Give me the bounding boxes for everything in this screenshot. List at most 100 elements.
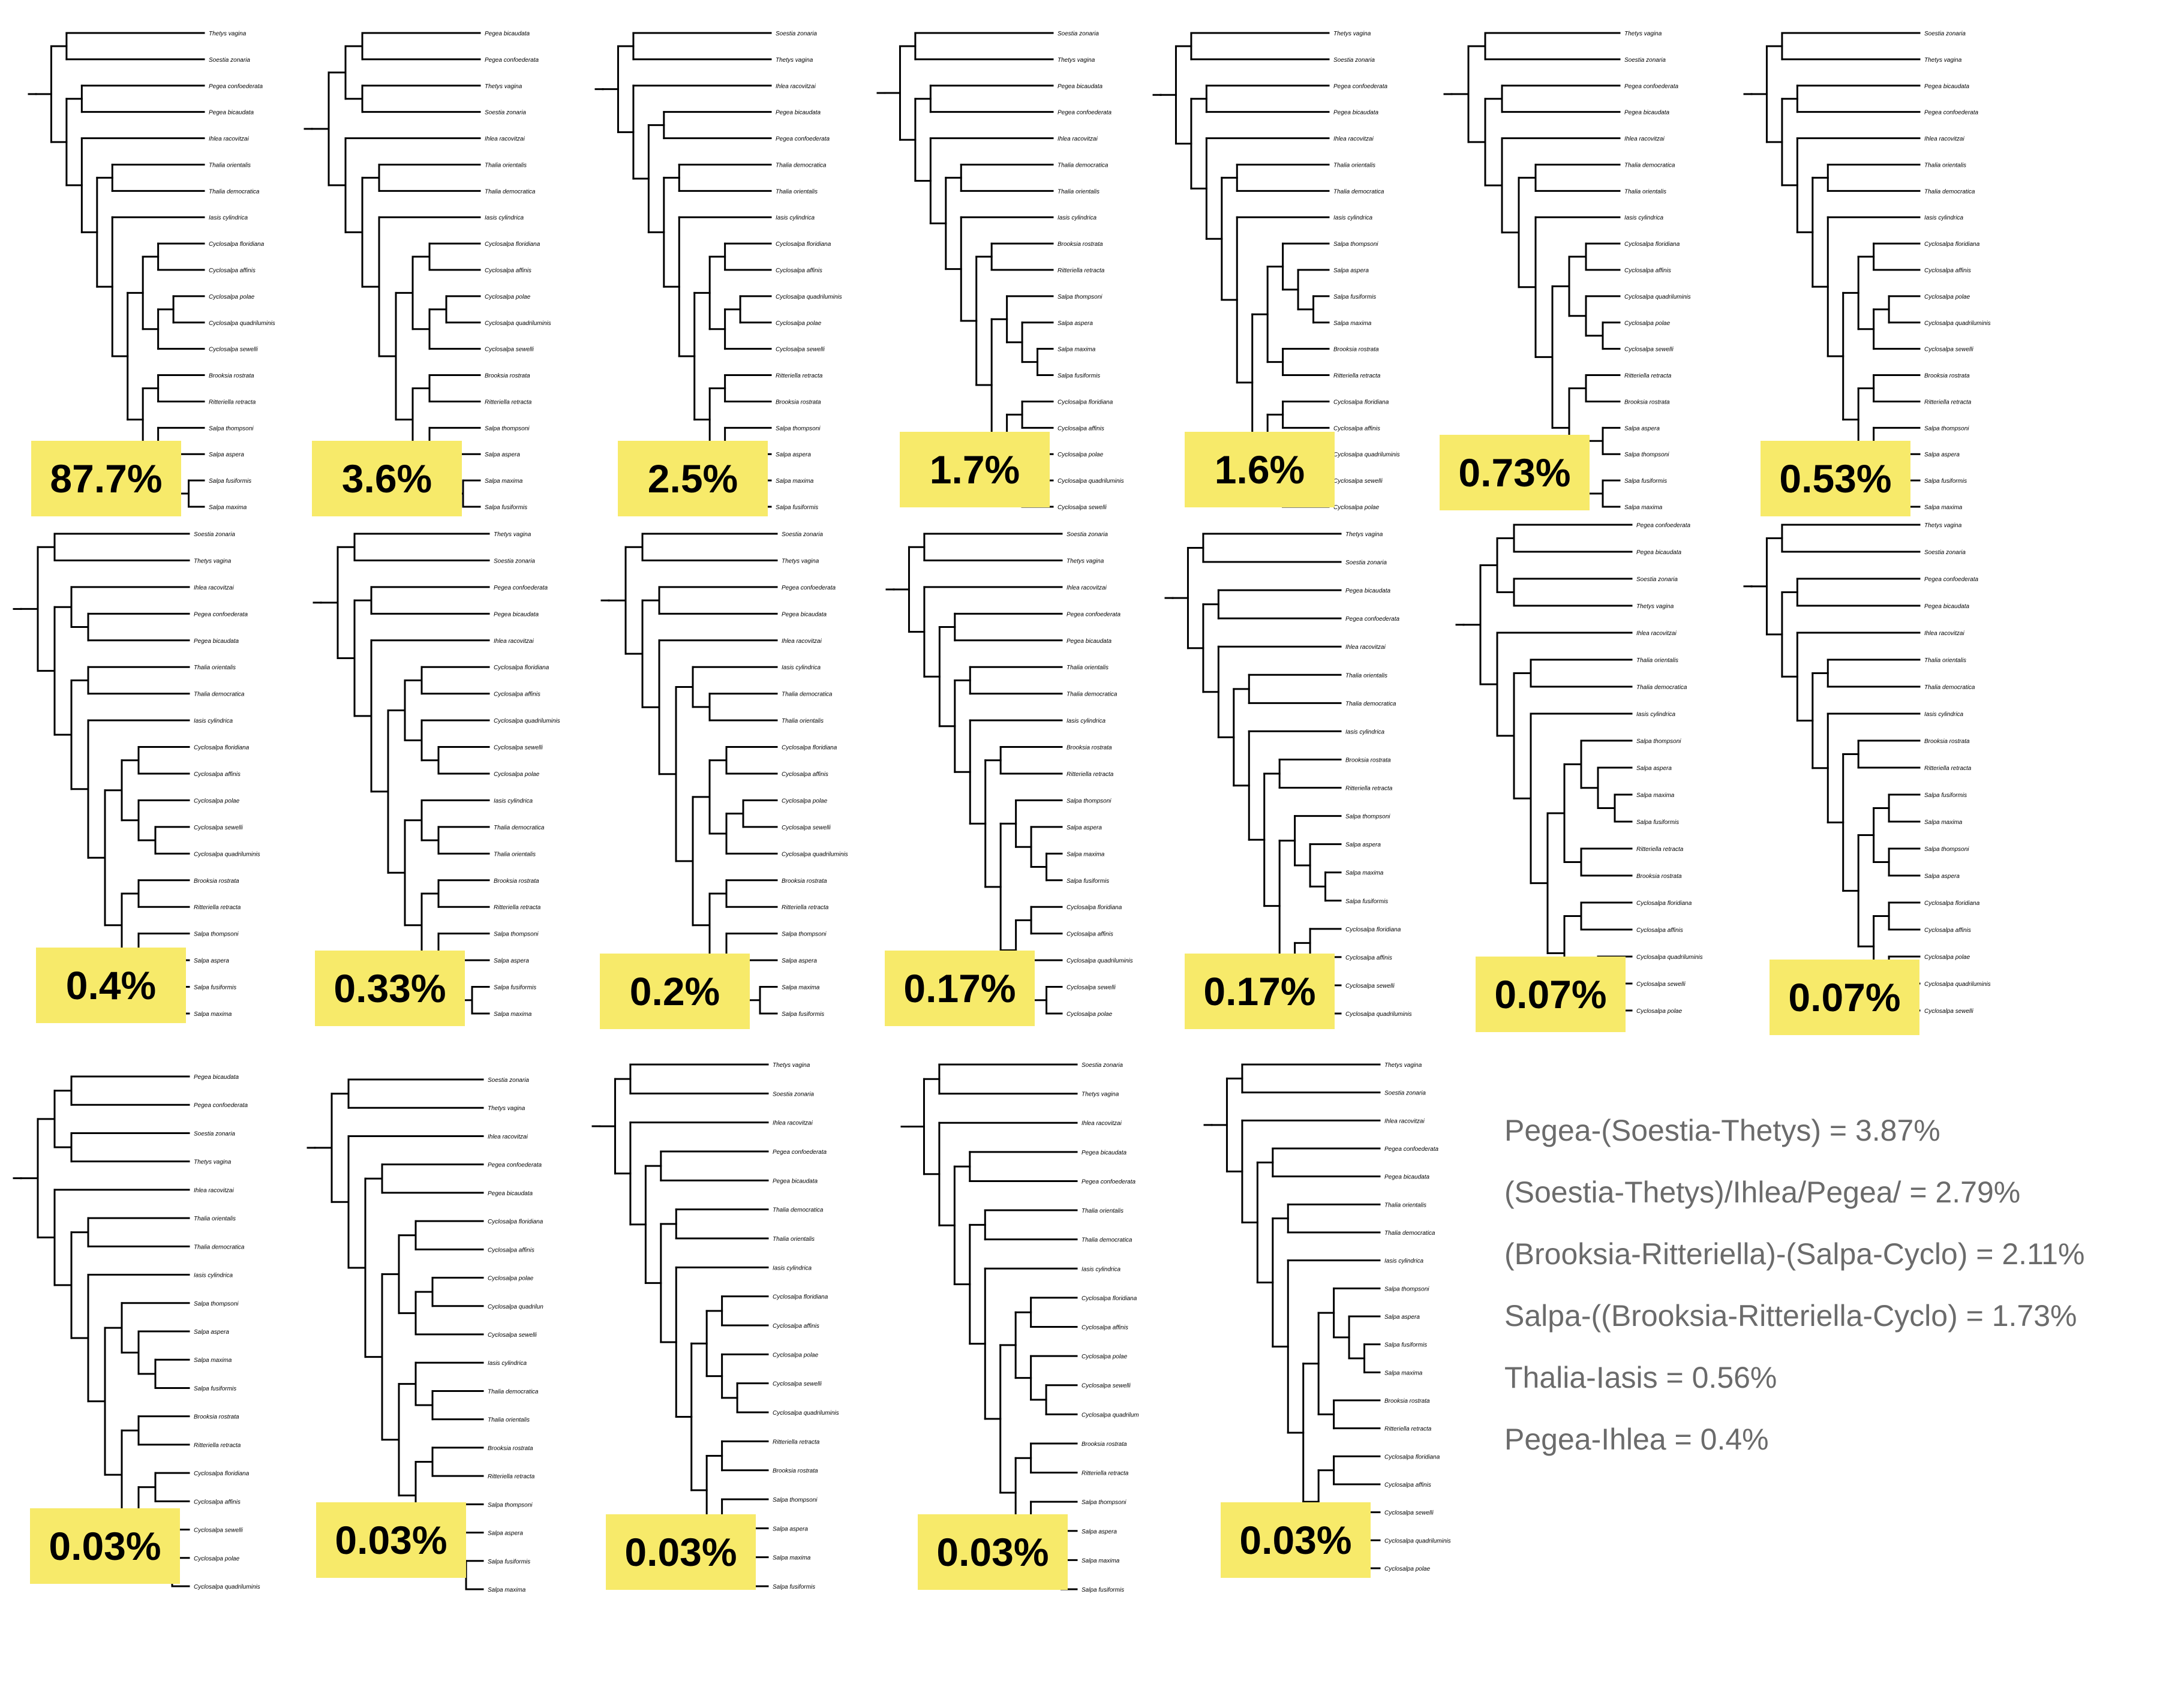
tip-label: Salpa thompsoni <box>194 1301 239 1307</box>
tip-label: Pegea bicaudata <box>485 31 530 37</box>
tip-label: Soestia zonaria <box>776 31 817 37</box>
tip-label: Cyclosalpa quadriluminis <box>1384 1538 1451 1544</box>
cladogram: Soestia zonaria Thetys vagina Pegea bicaud… <box>1743 31 1991 511</box>
tip-label: Salpa fusiformis <box>1082 1587 1124 1593</box>
tip-label: Ihlea racovitzai <box>1067 585 1107 591</box>
tip-label: Salpa maxima <box>209 504 247 511</box>
tip-label: Ihlea racovitzai <box>209 136 249 143</box>
tip-label: Cyclosalpa polae <box>1067 1011 1113 1018</box>
tip-label: Cyclosalpa sewelli <box>1058 504 1107 511</box>
tip-label: Salpa maxima <box>1067 851 1105 858</box>
tip-label: Salpa thompsoni <box>488 1502 533 1508</box>
tip-label: Salpa maxima <box>1058 347 1096 353</box>
tip-label: Cyclosalpa sewelli <box>1384 1510 1434 1517</box>
tip-label: Pegea confoederata <box>494 585 548 591</box>
cladogram: Pegea bicaudata Pegea confoederata Thetys … <box>304 31 551 511</box>
tip-label: Thetys vagina <box>1082 1091 1119 1098</box>
tip-label: Thalia democratica <box>194 691 245 698</box>
tip-label: Salpa fusiformis <box>1636 819 1679 826</box>
tip-label: Cyclosalpa quadriluminis <box>1636 954 1703 961</box>
tip-label: Brooksia rostrata <box>782 878 827 885</box>
tip-label: Cyclosalpa polae <box>209 294 255 300</box>
tip-label: Cyclosalpa quadriluminis <box>494 718 560 724</box>
tip-label: Brooksia rostrata <box>1333 347 1379 353</box>
tree-panel: Thetys vagina Soestia zonaria Pegea confoe… <box>28 31 275 511</box>
summary-line: (Brooksia-Ritteriella)-(Salpa-Cyclo) = 2… <box>1504 1237 2085 1271</box>
tip-label: Pegea confoederata <box>782 585 836 591</box>
tip-label: Salpa aspera <box>1082 1529 1117 1535</box>
tip-label: Thetys vagina <box>1384 1062 1422 1069</box>
tip-label: Brooksia rostrata <box>776 399 821 405</box>
tip-label: Cyclosalpa quadriluminis <box>194 851 260 858</box>
cladogram: Thetys vagina Soestia zonaria Pegea confoe… <box>1743 522 1991 1015</box>
tip-label: Cyclosalpa floridiana <box>494 664 549 671</box>
tip-label: Iasis cylindrica <box>485 215 524 221</box>
tip-label: Cyclosalpa affinis <box>494 691 540 698</box>
tip-label: Salpa fusiformis <box>1067 878 1109 885</box>
clade-support-summary: Pegea-(Soestia-Thetys) = 3.87% (Soestia-… <box>1504 1112 2176 1483</box>
tip-label: Brooksia rostrata <box>194 878 239 885</box>
tip-label: Thalia orientalis <box>1624 188 1666 195</box>
tip-label: Thalia orientalis <box>776 188 818 195</box>
tip-label: Ihlea racovitzai <box>494 638 534 645</box>
tip-label: Cyclosalpa affinis <box>1384 1482 1431 1488</box>
tip-label: Pegea confoederata <box>1924 576 1979 583</box>
tip-label: Thetys vagina <box>1924 57 1962 64</box>
tip-label: Brooksia rostrata <box>485 373 530 380</box>
tip-label: Thalia orientalis <box>494 851 536 858</box>
tip-label: Pegea bicaudata <box>1636 549 1682 556</box>
tip-label: Ritteriella retracta <box>1082 1471 1129 1477</box>
tip-label: Ihlea racovitzai <box>773 1120 813 1127</box>
tip-label: Pegea bicaudata <box>1384 1174 1430 1181</box>
tip-label: Salpa thompsoni <box>1345 814 1390 820</box>
tip-label: Cyclosalpa polae <box>485 294 531 300</box>
tip-label: Salpa thompsoni <box>1333 241 1378 248</box>
tree-frequency-badge: 0.03% <box>1221 1502 1371 1578</box>
tip-label: Brooksia rostrata <box>1624 399 1670 405</box>
tip-label: Thalia democratica <box>194 1244 245 1250</box>
tip-label: Pegea confoederata <box>1384 1146 1439 1153</box>
tip-label: Salpa aspera <box>488 1530 523 1537</box>
tip-label: Cyclosalpa polae <box>776 320 822 327</box>
tip-label: Pegea bicaudata <box>1082 1150 1127 1156</box>
tip-label: Brooksia rostrata <box>1636 873 1682 880</box>
tree-frequency-badge: 0.07% <box>1476 957 1626 1032</box>
summary-line: Pegea-Ihlea = 0.4% <box>1504 1423 1769 1456</box>
tree-frequency-badge: 0.03% <box>606 1514 756 1590</box>
tip-label: Cyclosalpa affinis <box>782 771 828 778</box>
tip-label: Salpa aspera <box>1924 873 1960 880</box>
tip-label: Thalia democratica <box>1624 162 1675 169</box>
tree-frequency-badge: 0.33% <box>315 951 465 1026</box>
tip-label: Salpa aspera <box>773 1526 808 1532</box>
tip-label: Salpa thompsoni <box>1067 798 1111 804</box>
tip-label: Cyclosalpa quadriluminis <box>1924 320 1991 327</box>
tip-label: Soestia zonaria <box>488 1077 529 1084</box>
tip-label: Thalia democratica <box>494 825 545 831</box>
tip-label: Salpa fusiformis <box>782 1011 824 1018</box>
tip-label: Soestia zonaria <box>1333 57 1375 64</box>
tip-label: Ihlea racovitzai <box>776 83 816 90</box>
tip-label: Thetys vagina <box>485 83 522 90</box>
tree-panel: Thetys vagina Soestia zonaria Ihlea racovi… <box>591 1062 839 1590</box>
tip-label: Brooksia rostrata <box>773 1468 818 1475</box>
tip-label: Pegea confoederata <box>1924 110 1979 116</box>
tip-label: Thetys vagina <box>1067 558 1104 564</box>
tip-label: Pegea confoederata <box>1345 616 1400 623</box>
tip-label: Salpa aspera <box>1384 1314 1420 1321</box>
tip-label: Cyclosalpa affinis <box>1624 267 1671 274</box>
tip-label: Cyclosalpa quadriluminis <box>776 294 842 300</box>
tip-label: Pegea confoederata <box>209 83 263 90</box>
tip-label: Pegea confoederata <box>1058 110 1112 116</box>
tip-label: Salpa thompsoni <box>1636 738 1681 745</box>
tip-label: Cyclosalpa sewelli <box>782 825 831 831</box>
tip-label: Brooksia rostrata <box>488 1445 533 1452</box>
tip-label: Pegea confoederata <box>776 136 830 143</box>
tip-label: Cyclosalpa floridiana <box>1924 241 1980 248</box>
tip-label: Ritteriella retracta <box>1345 786 1393 792</box>
tree-panel: Pegea confoederata Pegea bicaudata Soestia… <box>1455 522 1703 1015</box>
tip-label: Pegea confoederata <box>1636 522 1691 529</box>
tip-label: Ihlea racovitzai <box>488 1133 528 1140</box>
tip-label: Cyclosalpa quadriluminis <box>194 1584 260 1590</box>
tree-frequency-badge: 87.7% <box>31 441 181 516</box>
tip-label: Cyclosalpa affinis <box>1345 955 1392 961</box>
